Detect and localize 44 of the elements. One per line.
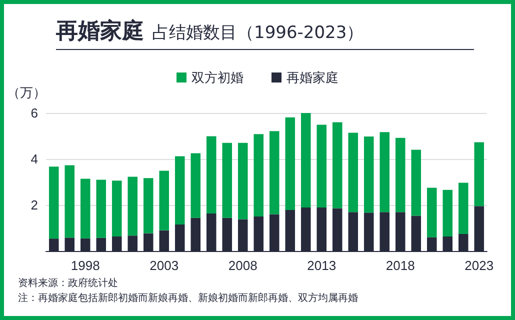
bar — [238, 142, 248, 220]
bar — [348, 132, 358, 212]
bar — [458, 182, 468, 234]
x-tick-label: 2023 — [464, 258, 494, 273]
bar — [190, 153, 201, 218]
x-tick-label: 2018 — [386, 258, 415, 273]
x-tick-label: 2003 — [150, 258, 179, 273]
chart-title: 再婚家庭 — [56, 19, 144, 44]
bar — [64, 165, 75, 238]
bar — [300, 113, 311, 208]
bar — [316, 124, 327, 208]
legend-label: 双方初婚 — [192, 70, 244, 85]
bar — [143, 178, 154, 234]
bar — [206, 136, 216, 214]
bar — [222, 142, 232, 218]
bar — [112, 180, 122, 237]
bar — [48, 166, 59, 239]
x-tick-label: 1998 — [70, 258, 100, 273]
bar — [442, 190, 453, 237]
legend-label: 再婚家庭 — [286, 70, 338, 85]
bar — [269, 131, 280, 214]
bar — [380, 132, 390, 212]
chart-subtitle: 占结婚数目（1996-2023） — [152, 23, 364, 43]
y-tick-label: 4 — [30, 152, 38, 166]
bar — [426, 188, 437, 238]
bar — [411, 150, 422, 216]
x-tick-label: 2013 — [307, 258, 336, 273]
bar — [174, 156, 185, 225]
bar — [332, 122, 342, 208]
text: 资料来源：政府统计处 — [18, 276, 119, 291]
text: 注：再婚家庭包括新郎初婚而新娘再婚、新娘初婚而新郎再婚、双方均属再婚 — [18, 292, 358, 306]
y-axis-title: （万） — [7, 85, 46, 100]
bar — [96, 180, 106, 238]
bar — [395, 138, 406, 212]
bar — [254, 134, 264, 216]
bar — [80, 178, 90, 238]
y-tick-label: 2 — [30, 198, 38, 212]
bar — [285, 117, 296, 210]
bar — [474, 142, 484, 206]
x-tick-label: 2008 — [228, 258, 258, 273]
bar — [128, 176, 138, 236]
y-tick-label: 6 — [30, 106, 38, 120]
bar — [364, 136, 374, 213]
bar — [159, 170, 170, 230]
